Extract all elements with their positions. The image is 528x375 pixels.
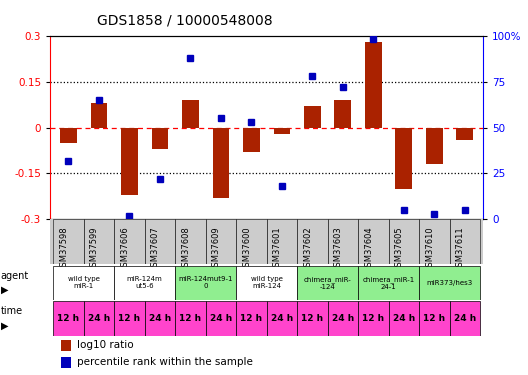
Text: 24 h: 24 h	[210, 314, 232, 323]
Bar	[267, 301, 297, 336]
Text: log10 ratio: log10 ratio	[77, 340, 133, 350]
Text: 12 h: 12 h	[118, 314, 140, 323]
Bar	[53, 301, 84, 336]
Text: chimera_miR-
-124: chimera_miR- -124	[304, 276, 352, 290]
Bar	[114, 219, 145, 264]
Bar	[60, 128, 77, 143]
Text: 12 h: 12 h	[240, 314, 262, 323]
Bar	[91, 103, 107, 128]
Bar	[426, 128, 442, 164]
Bar	[212, 128, 229, 198]
Text: wild type
miR-124: wild type miR-124	[251, 276, 282, 289]
Text: ▶: ▶	[1, 285, 8, 295]
Text: GSM37604: GSM37604	[364, 226, 373, 272]
Text: time: time	[1, 306, 23, 316]
Bar	[236, 219, 267, 264]
Bar	[175, 219, 206, 264]
Bar	[114, 266, 175, 300]
Text: 24 h: 24 h	[88, 314, 110, 323]
Text: GSM37606: GSM37606	[120, 226, 129, 272]
Bar	[358, 301, 389, 336]
Text: GSM37610: GSM37610	[426, 226, 435, 272]
Bar	[358, 219, 389, 264]
Text: 12 h: 12 h	[58, 314, 80, 323]
Bar	[50, 219, 483, 264]
Bar	[206, 219, 236, 264]
Bar	[327, 219, 358, 264]
Bar	[121, 128, 138, 195]
Bar	[175, 301, 206, 336]
Bar	[175, 266, 236, 300]
Text: miR-124m
ut5-6: miR-124m ut5-6	[127, 276, 163, 289]
Bar	[236, 266, 297, 300]
Bar	[145, 219, 175, 264]
Text: 24 h: 24 h	[332, 314, 354, 323]
Text: GSM37608: GSM37608	[182, 226, 191, 272]
Bar	[297, 219, 327, 264]
Bar	[206, 301, 236, 336]
Bar	[389, 219, 419, 264]
Bar	[274, 128, 290, 134]
Bar	[84, 301, 114, 336]
Bar	[334, 100, 351, 128]
Text: 24 h: 24 h	[149, 314, 171, 323]
Bar	[419, 219, 449, 264]
Text: GSM37599: GSM37599	[90, 226, 99, 272]
Text: miR-124mut9-1
0: miR-124mut9-1 0	[178, 276, 233, 289]
Text: GSM37602: GSM37602	[304, 226, 313, 272]
Bar	[114, 301, 145, 336]
Bar	[358, 266, 419, 300]
Bar	[395, 128, 412, 189]
Text: 12 h: 12 h	[301, 314, 324, 323]
Text: 24 h: 24 h	[393, 314, 415, 323]
Bar	[327, 301, 358, 336]
Bar	[297, 266, 358, 300]
Text: percentile rank within the sample: percentile rank within the sample	[77, 357, 252, 367]
Text: GDS1858 / 10000548008: GDS1858 / 10000548008	[97, 13, 272, 27]
Text: wild type
miR-1: wild type miR-1	[68, 276, 100, 289]
Bar	[365, 42, 382, 128]
Text: 24 h: 24 h	[271, 314, 293, 323]
Bar	[419, 266, 480, 300]
Bar	[456, 128, 473, 140]
Text: GSM37609: GSM37609	[212, 226, 221, 272]
Bar	[145, 301, 175, 336]
Text: chimera_miR-1
24-1: chimera_miR-1 24-1	[363, 276, 414, 290]
Text: GSM37601: GSM37601	[273, 226, 282, 272]
Bar	[389, 301, 419, 336]
Bar	[152, 128, 168, 149]
Bar	[84, 219, 114, 264]
Text: 12 h: 12 h	[423, 314, 446, 323]
Text: 12 h: 12 h	[180, 314, 202, 323]
Bar	[53, 266, 114, 300]
Text: miR373/hes3: miR373/hes3	[427, 280, 473, 286]
Bar	[243, 128, 260, 152]
Bar	[449, 301, 480, 336]
Bar	[267, 219, 297, 264]
Text: GSM37607: GSM37607	[151, 226, 160, 272]
Text: GSM37600: GSM37600	[242, 226, 251, 272]
Bar	[449, 219, 480, 264]
Bar	[236, 301, 267, 336]
Text: agent: agent	[1, 271, 29, 281]
Text: GSM37605: GSM37605	[395, 226, 404, 272]
Bar	[53, 219, 84, 264]
Bar	[297, 301, 327, 336]
Text: GSM37598: GSM37598	[60, 226, 69, 272]
Bar	[182, 100, 199, 128]
Bar	[304, 106, 321, 128]
Text: GSM37603: GSM37603	[334, 226, 343, 272]
Text: 12 h: 12 h	[362, 314, 384, 323]
Text: 24 h: 24 h	[454, 314, 476, 323]
Text: ▶: ▶	[1, 320, 8, 330]
Text: GSM37611: GSM37611	[456, 226, 465, 272]
Bar	[419, 301, 449, 336]
